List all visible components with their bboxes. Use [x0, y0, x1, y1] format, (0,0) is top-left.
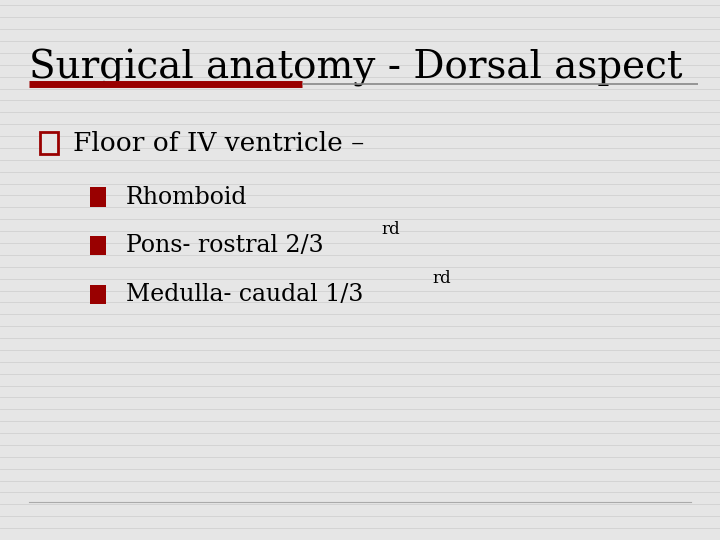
Bar — [90, 285, 106, 304]
Text: Pons- rostral 2/3: Pons- rostral 2/3 — [126, 234, 323, 257]
Bar — [40, 132, 58, 154]
Text: Medulla- caudal 1/3: Medulla- caudal 1/3 — [126, 283, 364, 306]
Text: Surgical anatomy - Dorsal aspect: Surgical anatomy - Dorsal aspect — [29, 49, 683, 86]
Bar — [90, 236, 106, 255]
Text: rd: rd — [432, 269, 451, 287]
Text: Floor of IV ventricle –: Floor of IV ventricle – — [73, 131, 364, 156]
Text: rd: rd — [381, 221, 400, 238]
Bar — [90, 187, 106, 207]
Text: Rhomboid: Rhomboid — [126, 186, 248, 208]
